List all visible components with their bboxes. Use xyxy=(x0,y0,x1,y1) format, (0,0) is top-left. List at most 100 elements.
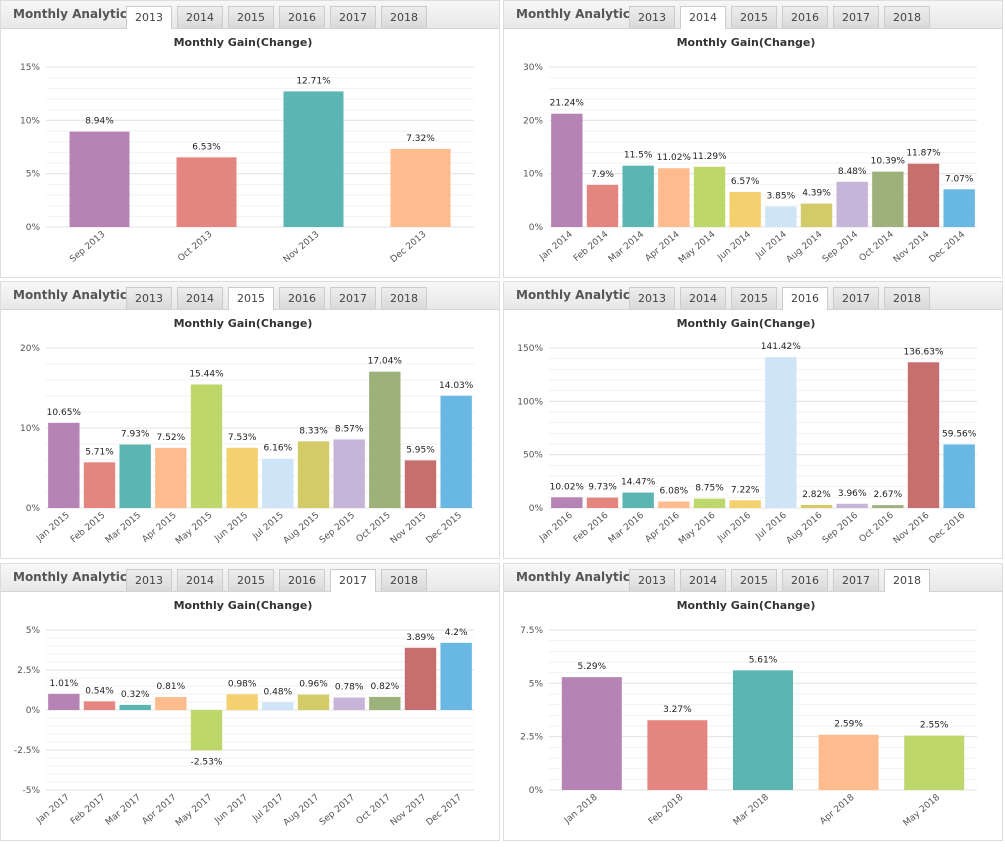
bar xyxy=(693,166,726,227)
tab-2015[interactable]: 2015 xyxy=(228,569,274,591)
bar xyxy=(622,165,654,227)
x-tick-label: May 2017 xyxy=(174,793,214,829)
tab-2016[interactable]: 2016 xyxy=(782,6,828,28)
bar xyxy=(369,696,401,710)
bar xyxy=(729,500,761,508)
tab-2014[interactable]: 2014 xyxy=(177,6,223,28)
x-tick-label: May 2016 xyxy=(677,510,718,546)
tab-2018[interactable]: 2018 xyxy=(884,6,930,28)
tab-2017[interactable]: 2017 xyxy=(833,287,879,309)
x-tick-label: Sep 2015 xyxy=(318,511,357,546)
tab-2018[interactable]: 2018 xyxy=(381,287,427,309)
data-label: 7.53% xyxy=(228,433,257,443)
x-tick-label: Jul 2014 xyxy=(754,229,789,261)
x-tick-label: Oct 2016 xyxy=(858,510,896,544)
bar xyxy=(333,439,365,508)
data-label: 136.63% xyxy=(903,347,943,357)
data-label: 3.27% xyxy=(663,705,692,715)
x-tick-label: Apr 2018 xyxy=(818,792,856,826)
data-label: 59.56% xyxy=(942,429,977,439)
year-tabs: 2013 2014 2015 2016 2017 2018 xyxy=(126,287,427,310)
bar xyxy=(226,694,258,710)
tab-2018[interactable]: 2018 xyxy=(381,569,427,591)
tab-2014[interactable]: 2014 xyxy=(680,569,726,591)
y-tick-label: 2.5% xyxy=(17,666,40,676)
tab-2018[interactable]: 2018 xyxy=(884,287,930,309)
tab-2018[interactable]: 2018 xyxy=(381,6,427,28)
data-label: 3.89% xyxy=(406,633,435,643)
data-label: 15.44% xyxy=(189,369,224,379)
tab-2017[interactable]: 2017 xyxy=(330,6,376,28)
tab-2015[interactable]: 2015 xyxy=(228,6,274,28)
bar-chart: Monthly Gain(Change) -5% -2.5% 0% 2.5% 5% 1.01… xyxy=(14,599,474,829)
bar xyxy=(226,447,258,508)
data-label: 0.48% xyxy=(264,687,293,697)
bar xyxy=(369,371,401,508)
chart-title: Monthly Gain(Change) xyxy=(677,36,816,49)
y-tick-label: 100% xyxy=(517,397,543,407)
bar xyxy=(551,497,583,508)
x-tick-label: Sep 2017 xyxy=(318,793,357,828)
tab-2013[interactable]: 2013 xyxy=(126,6,172,29)
x-tick-label: Feb 2017 xyxy=(69,793,107,827)
tab-2016[interactable]: 2016 xyxy=(782,569,828,591)
x-tick-label: Sep 2016 xyxy=(821,510,860,545)
x-tick-label: Jul 2017 xyxy=(251,793,286,825)
bar xyxy=(765,206,797,227)
tab-2015[interactable]: 2015 xyxy=(228,287,274,310)
data-label: 6.53% xyxy=(192,142,221,152)
data-label: 141.42% xyxy=(761,342,801,352)
bar xyxy=(297,441,330,508)
tab-2013[interactable]: 2013 xyxy=(629,569,675,591)
bar xyxy=(586,497,619,508)
tab-2013[interactable]: 2013 xyxy=(629,6,675,28)
data-label: 8.94% xyxy=(85,117,114,127)
x-tick-label: Jan 2015 xyxy=(34,511,72,545)
tab-2014[interactable]: 2014 xyxy=(177,287,223,309)
y-tick-label: 150% xyxy=(517,344,543,354)
tab-2016[interactable]: 2016 xyxy=(279,6,325,28)
x-tick-label: Sep 2014 xyxy=(821,229,860,264)
data-label: 0.82% xyxy=(371,682,400,692)
tab-2013[interactable]: 2013 xyxy=(126,569,172,591)
y-tick-label: -2.5% xyxy=(14,746,41,756)
x-tick-label: Mar 2017 xyxy=(104,793,143,828)
tab-2013[interactable]: 2013 xyxy=(126,287,172,309)
tab-2014[interactable]: 2014 xyxy=(680,287,726,309)
tab-2017[interactable]: 2017 xyxy=(833,6,879,28)
bar xyxy=(907,163,940,227)
tab-2016[interactable]: 2016 xyxy=(279,569,325,591)
bar xyxy=(765,357,797,508)
bar xyxy=(69,131,130,227)
tab-2016[interactable]: 2016 xyxy=(279,287,325,309)
data-label: 2.59% xyxy=(834,720,863,730)
tab-2015[interactable]: 2015 xyxy=(731,6,777,28)
data-label: 7.52% xyxy=(157,433,186,443)
tab-2013[interactable]: 2013 xyxy=(629,287,675,309)
data-label: 21.24% xyxy=(550,99,585,109)
x-tick-label: Jun 2017 xyxy=(212,793,250,827)
tab-2018[interactable]: 2018 xyxy=(884,569,930,592)
tab-2017[interactable]: 2017 xyxy=(330,569,376,592)
bar xyxy=(119,704,151,710)
tab-2016[interactable]: 2016 xyxy=(782,287,828,310)
tab-2015[interactable]: 2015 xyxy=(731,569,777,591)
tab-2014[interactable]: 2014 xyxy=(177,569,223,591)
tab-2015[interactable]: 2015 xyxy=(731,287,777,309)
y-tick-label: 5% xyxy=(26,626,41,636)
tab-2014[interactable]: 2014 xyxy=(680,6,726,29)
year-tabs: 2013 2014 2015 2016 2017 2018 xyxy=(629,287,930,310)
bar-chart: Monthly Gain(Change) 0% 10% 20% 30% 21.24% Jan… xyxy=(523,36,977,266)
data-label: 0.32% xyxy=(121,690,150,700)
tab-2017[interactable]: 2017 xyxy=(833,569,879,591)
x-tick-label: Aug 2014 xyxy=(785,229,825,265)
analytics-panel-2016: Monthly Analytics 2013 2014 2015 2016 2017 201… xyxy=(503,281,1003,559)
tab-2017[interactable]: 2017 xyxy=(330,287,376,309)
y-tick-label: -5% xyxy=(22,786,40,796)
data-label: 5.71% xyxy=(85,447,114,457)
panel-title: Monthly Analytics xyxy=(13,570,135,584)
data-label: 3.96% xyxy=(838,489,867,499)
bar xyxy=(155,447,187,508)
data-label: 7.22% xyxy=(731,485,760,495)
chart-title: Monthly Gain(Change) xyxy=(677,599,816,612)
